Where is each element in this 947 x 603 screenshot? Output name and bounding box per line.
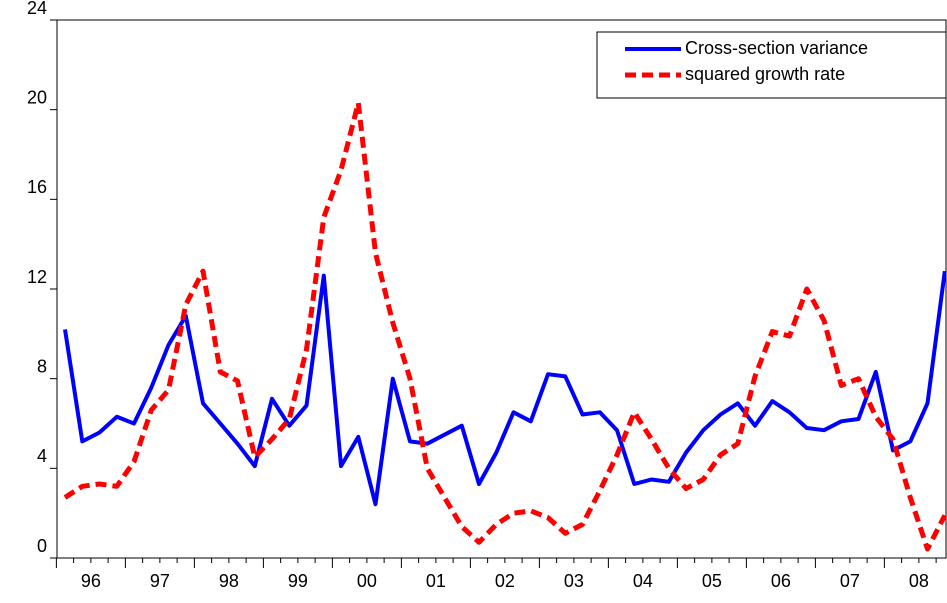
x-tick-label: 97 [150, 571, 170, 591]
y-tick-label: 12 [27, 267, 47, 287]
y-tick-label: 0 [37, 536, 47, 556]
y-tick-label: 24 [27, 0, 47, 18]
y-tick-label: 20 [27, 87, 47, 107]
x-tick-label: 03 [564, 571, 584, 591]
x-tick-label: 02 [495, 571, 515, 591]
y-tick-label: 16 [27, 177, 47, 197]
legend-label: squared growth rate [685, 64, 845, 84]
y-tick-label: 8 [37, 356, 47, 376]
plot-frame [56, 19, 947, 559]
x-tick-label: 01 [426, 571, 446, 591]
x-tick-label: 05 [702, 571, 722, 591]
x-tick-label: 99 [288, 571, 308, 591]
legend-label: Cross-section variance [685, 38, 868, 58]
x-tick-label: 00 [357, 571, 377, 591]
legend-box [596, 31, 947, 99]
x-tick-label: 07 [840, 571, 860, 591]
x-tick-label: 04 [633, 571, 653, 591]
x-tick-label: 96 [81, 571, 101, 591]
y-tick-label: 4 [37, 446, 47, 466]
x-tick-label: 08 [909, 571, 929, 591]
series-line [63, 100, 947, 552]
x-tick-label: 98 [219, 571, 239, 591]
x-tick-label: 06 [771, 571, 791, 591]
series-line [63, 270, 947, 507]
